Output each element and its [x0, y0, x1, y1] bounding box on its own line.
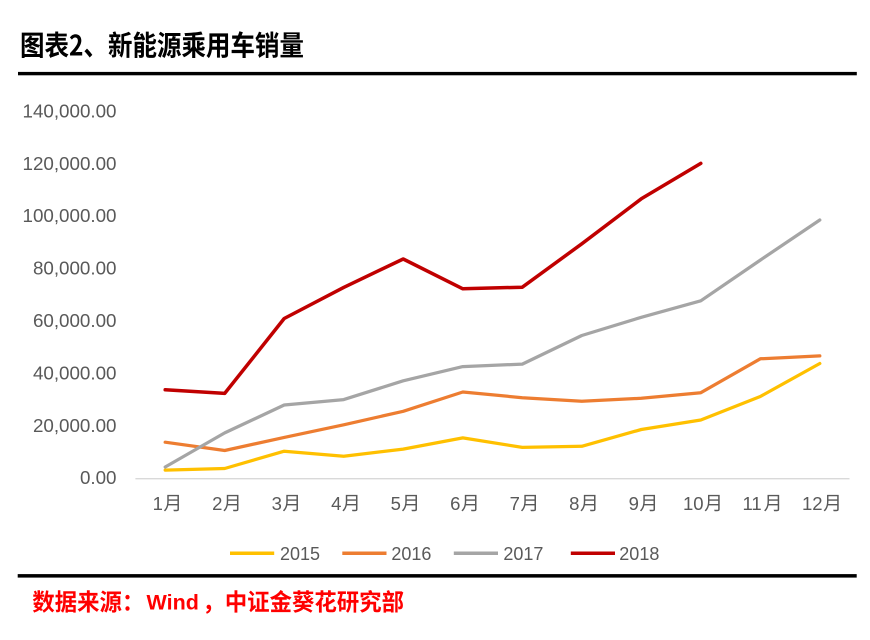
- svg-text:40,000.00: 40,000.00: [33, 362, 117, 383]
- svg-text:140,000.00: 140,000.00: [23, 100, 117, 121]
- svg-text:1: 1: [153, 493, 163, 514]
- svg-text:8: 8: [569, 493, 579, 514]
- svg-text:0.00: 0.00: [80, 467, 117, 488]
- svg-text:11: 11: [743, 493, 762, 514]
- svg-text:2016: 2016: [391, 544, 431, 564]
- svg-text:2015: 2015: [280, 544, 320, 564]
- svg-text:7: 7: [510, 493, 520, 514]
- svg-text:3: 3: [272, 493, 282, 514]
- svg-text:10: 10: [683, 493, 704, 514]
- svg-text:5: 5: [391, 493, 401, 514]
- svg-text:9: 9: [629, 493, 639, 514]
- svg-text:100,000.00: 100,000.00: [23, 205, 117, 226]
- svg-text:Wind: Wind: [147, 591, 199, 615]
- svg-text:20,000.00: 20,000.00: [33, 415, 117, 436]
- svg-text:4: 4: [331, 493, 341, 514]
- svg-text:120,000.00: 120,000.00: [23, 153, 117, 174]
- svg-text:2: 2: [212, 493, 222, 514]
- svg-text:2017: 2017: [503, 544, 543, 564]
- svg-text:80,000.00: 80,000.00: [33, 258, 117, 279]
- svg-text:12: 12: [802, 493, 823, 514]
- svg-text:6: 6: [450, 493, 460, 514]
- svg-text:60,000.00: 60,000.00: [33, 310, 117, 331]
- svg-text:2018: 2018: [619, 544, 659, 564]
